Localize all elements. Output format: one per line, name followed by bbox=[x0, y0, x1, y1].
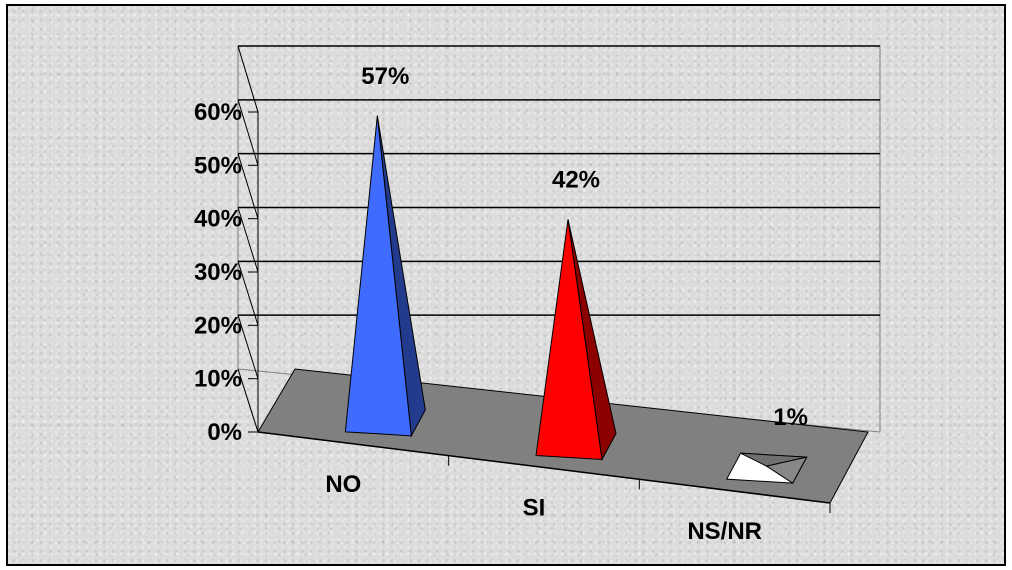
gridline-side bbox=[237, 261, 259, 326]
chart-frame bbox=[6, 4, 1006, 566]
pyramid-face-front bbox=[344, 115, 412, 437]
gridline-side bbox=[237, 368, 259, 433]
y-tick-label: 20% bbox=[194, 312, 242, 339]
pyramid-face-front bbox=[535, 219, 603, 461]
data-label: 42% bbox=[552, 167, 600, 194]
x-category-label: NO bbox=[325, 471, 361, 498]
gridline-side bbox=[237, 315, 259, 379]
y-tick-label: 60% bbox=[194, 99, 242, 126]
gridline-side bbox=[237, 99, 259, 166]
data-label: 57% bbox=[361, 63, 409, 90]
x-axis-line bbox=[257, 431, 831, 504]
y-tick-label: 0% bbox=[207, 419, 242, 446]
y-tick-label: 10% bbox=[194, 366, 242, 393]
gridline-side bbox=[237, 207, 259, 273]
x-category-label: NS/NR bbox=[687, 518, 762, 545]
pyramid-face-side bbox=[765, 456, 808, 484]
y-tick-label: 30% bbox=[194, 259, 242, 286]
gridline-side bbox=[237, 153, 259, 219]
data-label: 1% bbox=[773, 404, 808, 431]
y-tick-label: 50% bbox=[194, 152, 242, 179]
y-tick-label: 40% bbox=[194, 206, 242, 233]
gridline-side bbox=[237, 45, 259, 113]
x-category-label: SI bbox=[523, 495, 546, 522]
